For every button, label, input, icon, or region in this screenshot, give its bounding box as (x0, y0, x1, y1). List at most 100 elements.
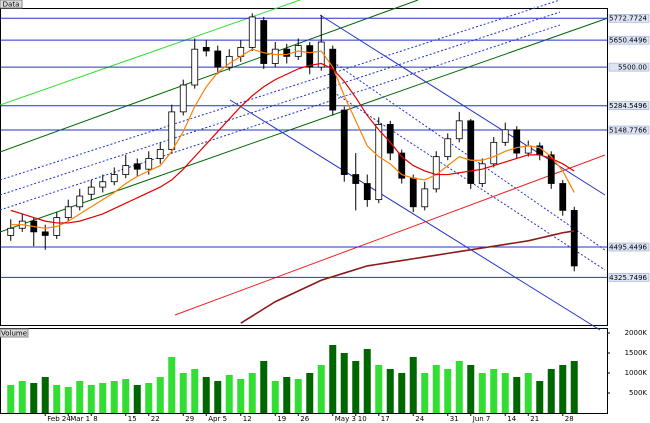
candle-body (133, 163, 141, 170)
volume-bar (398, 373, 406, 413)
candle-body (168, 111, 176, 150)
candle-body (248, 16, 256, 48)
x-tick-label: Mar 1 (70, 415, 90, 423)
volume-bar (110, 381, 118, 413)
moving-average (10, 62, 575, 224)
candle-body (156, 149, 164, 159)
x-tick-label: 17 (381, 415, 390, 423)
candle-body (7, 227, 15, 236)
x-tick-label: 14 (507, 415, 516, 423)
volume-bar (225, 375, 233, 413)
x-tick-label: Jun 7 (472, 415, 491, 423)
volume-bar (18, 381, 26, 413)
candle-body (467, 120, 475, 184)
y-tick-box (608, 62, 650, 72)
volume-bar (283, 377, 291, 413)
candle-body (570, 209, 578, 267)
volume-bar (513, 377, 521, 413)
moving-average (240, 230, 575, 324)
volume-bar (237, 379, 245, 413)
volume-bar (386, 369, 394, 413)
volume-pane (0, 328, 608, 414)
volume-bar (202, 377, 210, 413)
volume-bar (122, 379, 130, 413)
volume-bar (191, 369, 199, 413)
volume-tick-label: 1000K (625, 369, 648, 377)
volume-bar (340, 353, 348, 413)
candle-body (271, 48, 279, 64)
price-pane-label: Data (3, 1, 20, 9)
volume-bar (260, 361, 268, 413)
volume-bar (179, 373, 187, 413)
candle-body (455, 120, 463, 140)
x-tick-label: 28 (565, 415, 574, 423)
y-tick-label: 4495.4496 (609, 244, 647, 252)
candle-body (99, 181, 107, 188)
volume-bar (536, 381, 544, 413)
pane-label-box (0, 0, 23, 9)
candle-body (260, 20, 268, 64)
volume-bar (64, 387, 72, 413)
x-tick-label: 10 (358, 415, 367, 423)
candle-body (329, 48, 337, 111)
y-tick-label: 5284.5496 (609, 102, 647, 110)
volume-bar (145, 383, 153, 413)
volume-bar (352, 361, 360, 413)
candle-body (191, 48, 199, 86)
candle-body (306, 45, 314, 68)
candle-body (386, 124, 394, 154)
volume-bar (478, 373, 486, 413)
volume-bar (168, 357, 176, 413)
candle-body (398, 152, 406, 179)
candle-body (202, 47, 210, 52)
y-tick-box (608, 242, 650, 252)
x-tick-label: 21 (530, 415, 539, 423)
volume-bar (87, 385, 95, 413)
x-tick-label: 12 (243, 415, 252, 423)
volume-bar (547, 369, 555, 413)
volume-bar (99, 383, 107, 413)
candle-body (478, 163, 486, 184)
volume-bar (375, 365, 383, 413)
x-tick-label: 15 (128, 415, 137, 423)
volume-bar (501, 373, 509, 413)
volume-bar (524, 373, 532, 413)
trend-line (174, 154, 606, 316)
candle-body (122, 165, 130, 175)
trend-line (0, 17, 609, 233)
volume-bar (363, 349, 371, 413)
x-tick-label: 19 (277, 415, 286, 423)
x-tick-label: Feb 24 (47, 415, 71, 423)
x-tick-label: 29 (185, 415, 194, 423)
volume-bar (53, 385, 61, 413)
candle-body (214, 50, 222, 68)
y-tick-box (608, 273, 650, 282)
candle-body (524, 145, 532, 154)
volume-bar (570, 361, 578, 413)
candle-body (352, 174, 360, 184)
pane-label-box (0, 328, 29, 338)
candle-body (179, 84, 187, 113)
volume-bar (317, 365, 325, 413)
candle-body (513, 129, 521, 154)
x-tick-label: 22 (151, 415, 160, 423)
volume-bar (133, 385, 141, 413)
x-tick-label: Apr 5 (208, 415, 227, 423)
candle-body (559, 183, 567, 211)
candle-body (340, 109, 348, 175)
candle-body (363, 183, 371, 201)
y-tick-label: 5772.7724 (609, 15, 647, 23)
x-tick-label: 26 (300, 415, 309, 423)
candle-body (41, 231, 49, 236)
y-tick-label: 5148.7766 (609, 127, 647, 135)
volume-bar (30, 383, 38, 413)
y-tick-label: 4325.7496 (609, 274, 647, 282)
volume-bar (421, 373, 429, 413)
x-tick-label: 8 (93, 415, 97, 423)
volume-bar (559, 365, 567, 413)
y-tick-box (608, 125, 650, 135)
volume-bar (41, 377, 49, 413)
candle-body (110, 174, 118, 183)
y-tick-box (608, 13, 650, 23)
